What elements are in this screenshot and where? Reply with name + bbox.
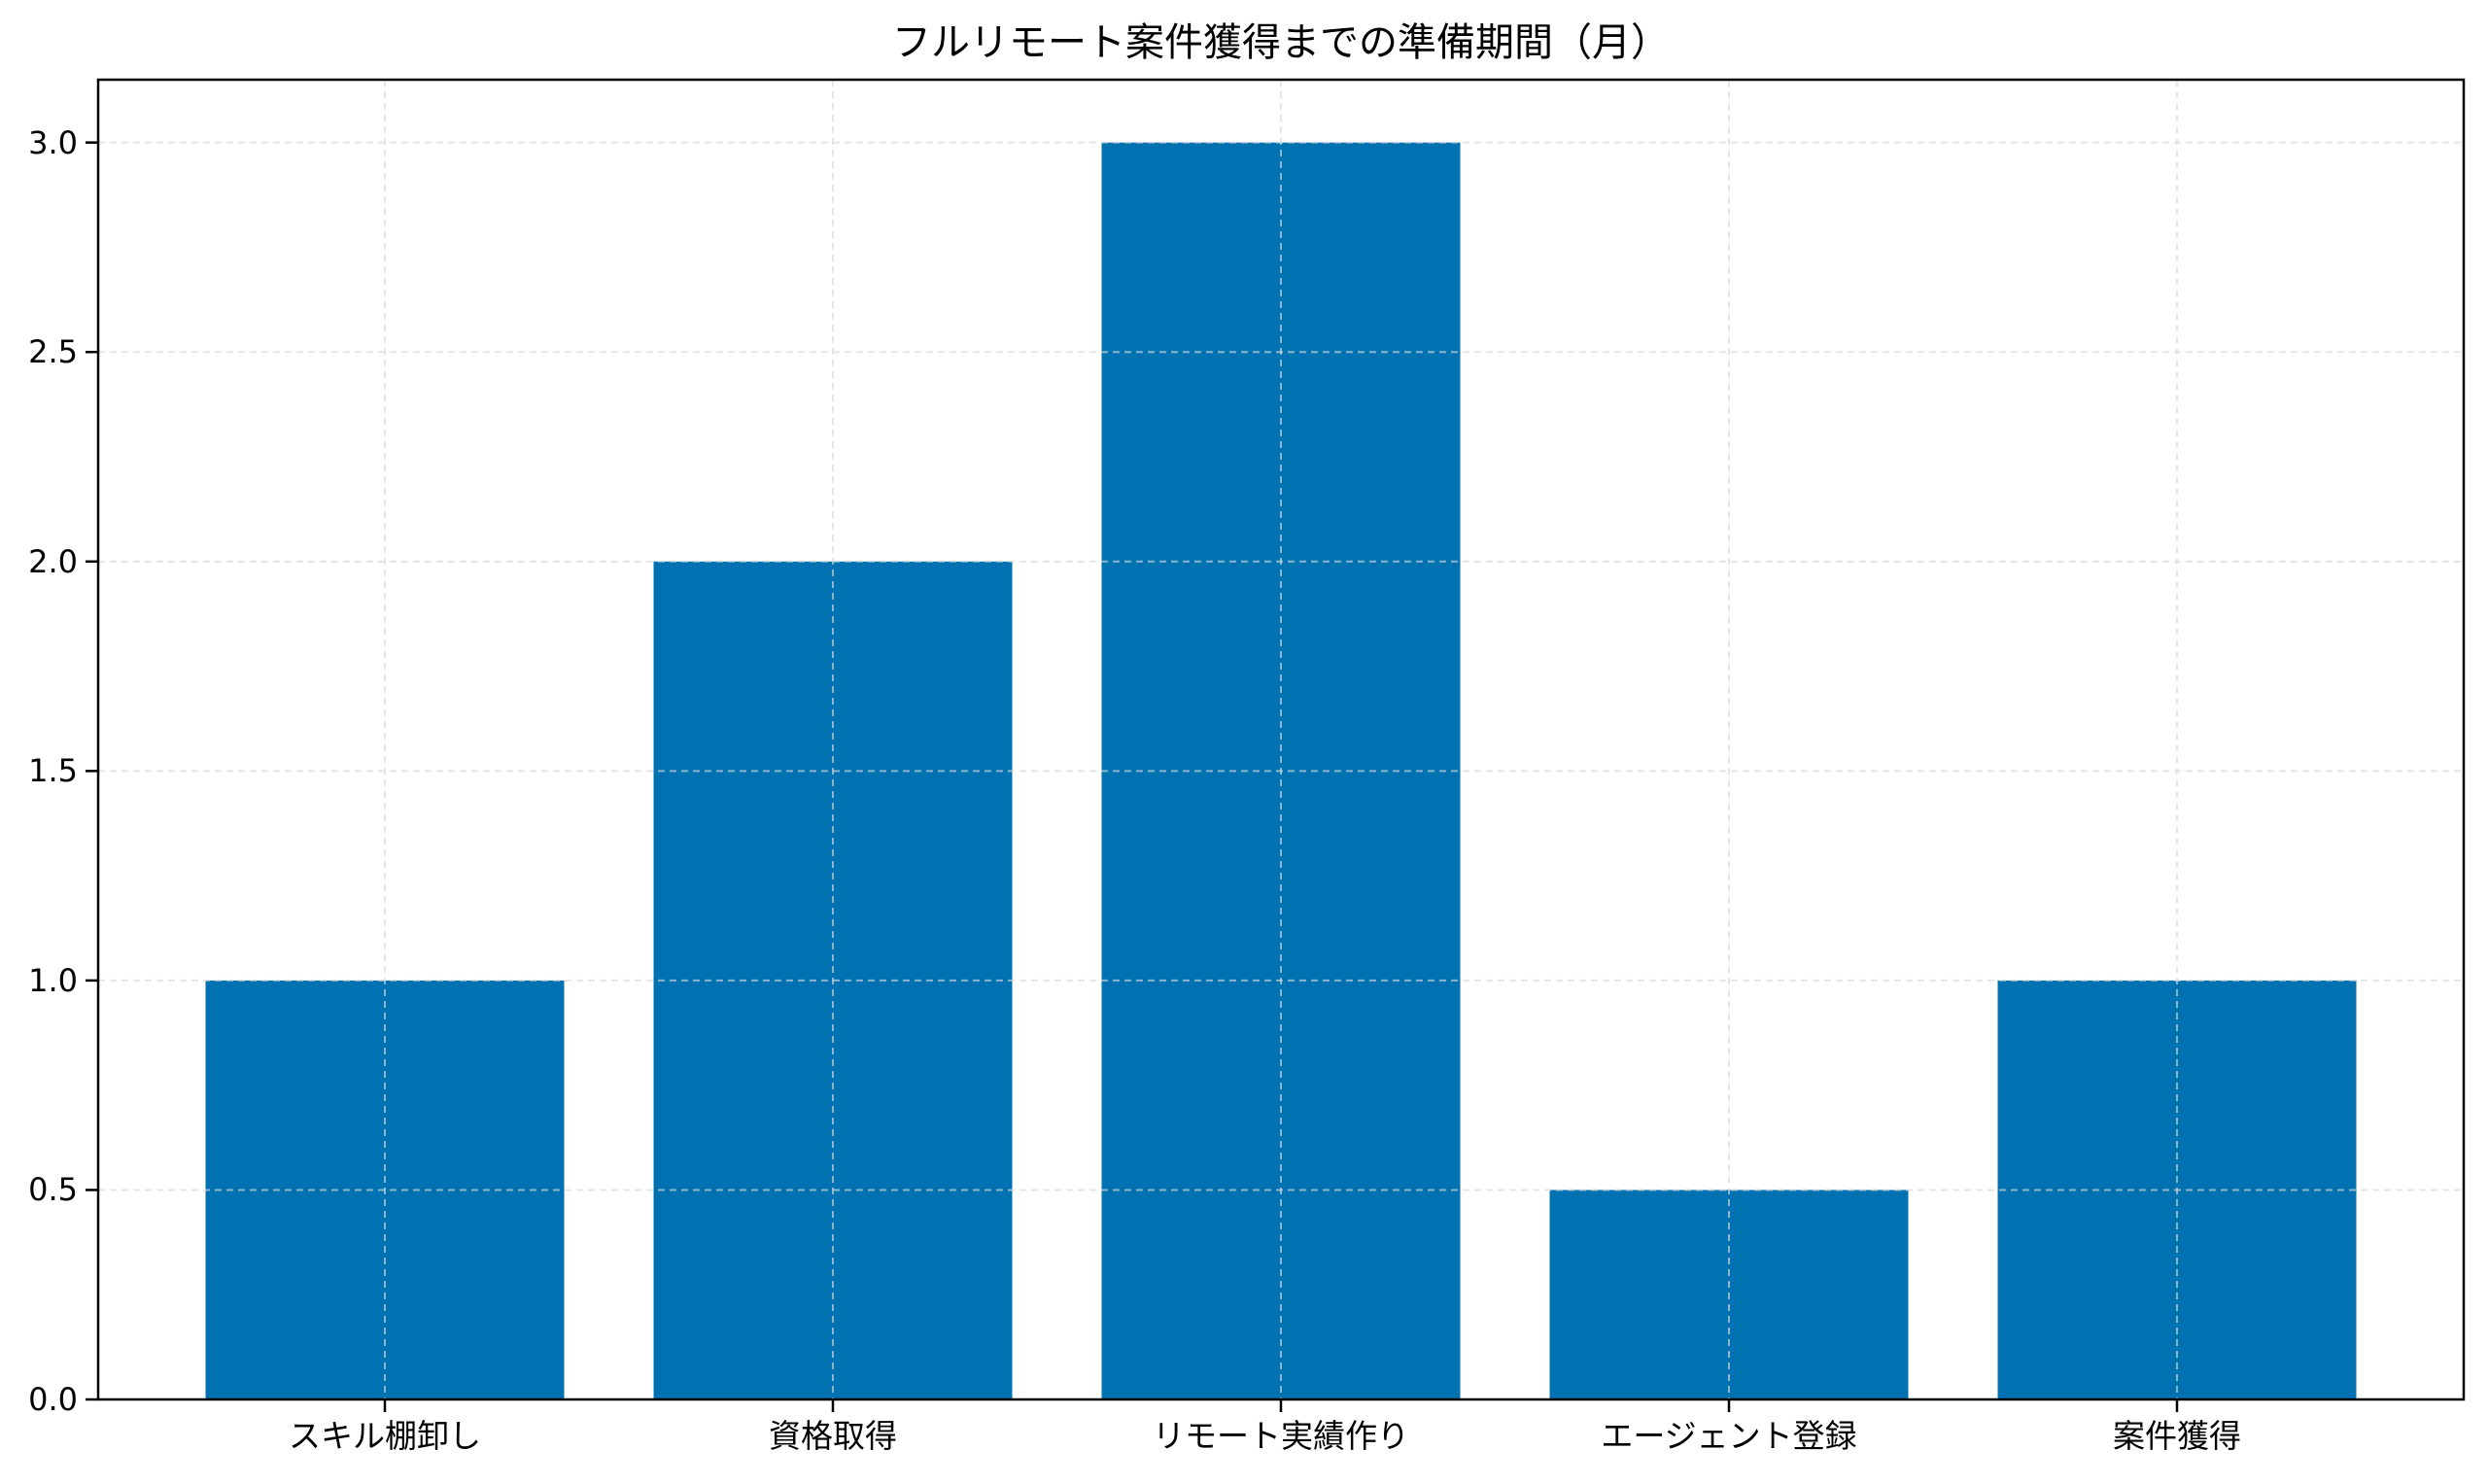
plot-area bbox=[86, 78, 2466, 1412]
y-tick-label: 0.0 bbox=[28, 1381, 78, 1418]
x-tick-label: 資格取得 bbox=[769, 1417, 897, 1455]
y-tick-label: 1.0 bbox=[28, 961, 78, 999]
x-tick-label: リモート実績作り bbox=[1153, 1417, 1409, 1455]
y-tick-label: 3.0 bbox=[28, 123, 78, 161]
x-tick-label: エージェント登録 bbox=[1601, 1417, 1857, 1455]
x-tick-label: 案件獲得 bbox=[2113, 1417, 2241, 1455]
bar-chart bbox=[86, 78, 2466, 1412]
y-tick-label: 0.5 bbox=[28, 1171, 78, 1209]
chart-title: フルリモート案件獲得までの準備期間（月） bbox=[892, 20, 1670, 65]
y-tick-label: 1.5 bbox=[28, 752, 78, 790]
y-tick-label: 2.0 bbox=[28, 542, 78, 580]
x-tick-label: スキル棚卸し bbox=[289, 1417, 481, 1455]
y-tick-label: 2.5 bbox=[28, 333, 78, 371]
